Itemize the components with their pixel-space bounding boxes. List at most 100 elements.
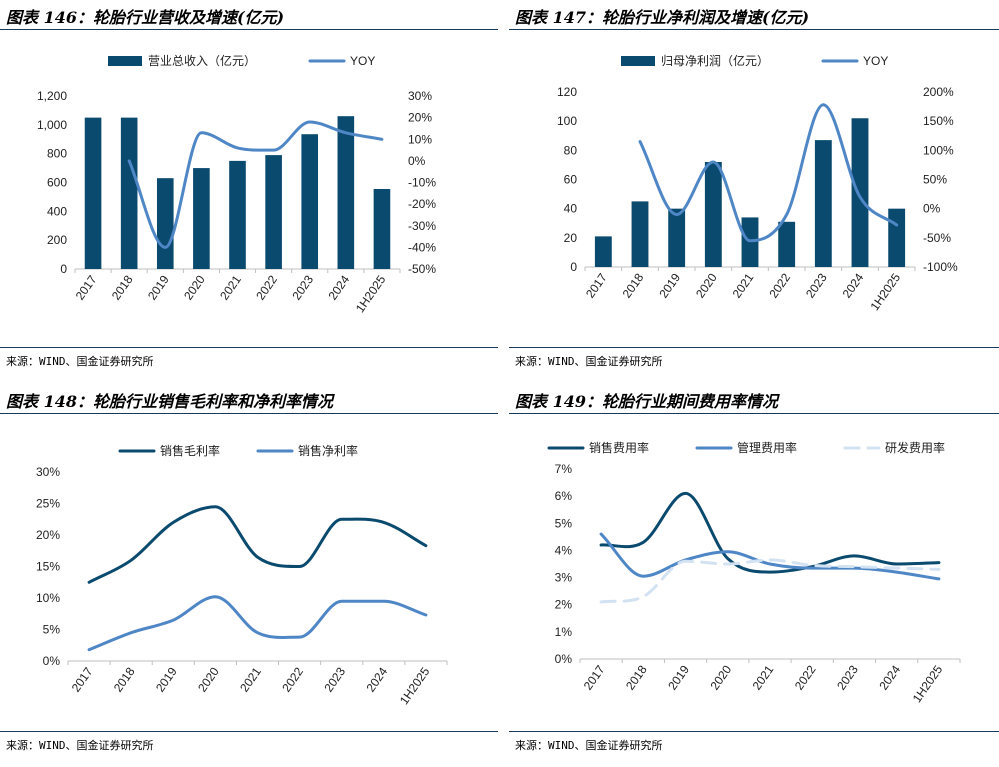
y-tick-label: 40 bbox=[564, 202, 578, 216]
expense-ratio-chart: 销售费用率 管理费用率 研发费用率 0% 1% 2% 3% 4% 5% 6% 7% 2017 2018 2… bbox=[547, 440, 961, 705]
y-tick-label: 6% bbox=[555, 489, 573, 503]
series-line bbox=[638, 103, 899, 243]
series-line bbox=[599, 532, 941, 581]
y2-tick-label: 150% bbox=[923, 114, 954, 128]
chart-title: 图表 146：轮胎行业营收及增速(亿元) bbox=[6, 8, 285, 27]
legend-label: 销售毛利率 bbox=[160, 443, 220, 458]
legend-label: 营业总收入（亿元） bbox=[148, 53, 256, 68]
title-rule bbox=[0, 413, 498, 414]
y-tick-label: 60 bbox=[564, 173, 578, 187]
y2-tick-label: 200% bbox=[923, 85, 954, 99]
y-tick-label: 100 bbox=[557, 114, 577, 128]
source-note: 来源：WIND、国金证券研究所 bbox=[6, 739, 154, 752]
source-rule bbox=[0, 347, 498, 348]
chart-title: 图表 149：轮胎行业期间费用率情况 bbox=[515, 392, 778, 411]
chart-panel-149: 图表 149：轮胎行业期间费用率情况 销售费用率 管理费用率 研发费用率 0% 1% 2%… bbox=[509, 384, 999, 767]
net-profit-chart: 归母净利润（亿元） YOY 0 20 40 60 80 100 120 -100% -50% 0% 50… bbox=[557, 53, 958, 313]
bar bbox=[265, 155, 282, 269]
x-tick-label: 2019 bbox=[145, 272, 172, 302]
bar bbox=[704, 162, 722, 267]
bar bbox=[193, 168, 210, 269]
series-line bbox=[599, 491, 941, 574]
x-tick-label: 2022 bbox=[279, 664, 306, 694]
series-line bbox=[599, 558, 941, 604]
bar bbox=[120, 117, 138, 269]
legend-label: 销售费用率 bbox=[589, 440, 649, 455]
y-tick-label: 10% bbox=[36, 591, 60, 605]
x-tick-label: 1H2025 bbox=[910, 662, 946, 705]
chart-title: 图表 147：轮胎行业净利润及增速(亿元) bbox=[515, 8, 810, 27]
y-tick-label: 0 bbox=[570, 260, 577, 274]
y-tick-label: 0% bbox=[555, 652, 573, 666]
bar bbox=[631, 201, 649, 267]
bar bbox=[814, 140, 832, 267]
bar bbox=[301, 134, 319, 269]
x-tick-label: 2023 bbox=[321, 664, 348, 694]
y-tick-label: 3% bbox=[555, 571, 573, 585]
source-rule bbox=[509, 731, 999, 732]
chart-panel-148: 图表 148：轮胎行业销售毛利率和净利率情况 销售毛利率 销售净利率 0% 5% 10%… bbox=[0, 384, 498, 767]
y2-tick-label: -30% bbox=[408, 219, 436, 233]
x-tick-label: 2017 bbox=[581, 662, 608, 692]
bar bbox=[594, 236, 612, 267]
y2-tick-label: -100% bbox=[923, 260, 958, 274]
legend-swatch-bar bbox=[621, 56, 655, 66]
y-tick-label: 30% bbox=[36, 465, 60, 479]
source-rule bbox=[0, 731, 498, 732]
y-tick-label: 20% bbox=[36, 528, 60, 542]
source-note: 来源：WIND、国金证券研究所 bbox=[6, 355, 154, 368]
x-tick-label: 2024 bbox=[364, 664, 391, 694]
y2-tick-label: 10% bbox=[408, 132, 432, 146]
legend-label: 管理费用率 bbox=[737, 440, 797, 455]
x-tick-label: 2022 bbox=[766, 270, 793, 300]
y2-tick-label: -10% bbox=[408, 176, 436, 190]
title-rule bbox=[0, 29, 498, 30]
x-tick-label: 2017 bbox=[69, 664, 96, 694]
x-tick-label: 2022 bbox=[253, 272, 280, 302]
x-tick-label: 2021 bbox=[237, 664, 264, 694]
bar bbox=[851, 118, 869, 267]
bar bbox=[888, 208, 906, 267]
x-tick-label: 1H2025 bbox=[868, 270, 904, 313]
series-line bbox=[127, 120, 384, 249]
legend-label: 归母净利润（亿元） bbox=[661, 53, 769, 68]
title-rule bbox=[509, 29, 999, 30]
y2-tick-label: 30% bbox=[408, 89, 432, 103]
title-rule bbox=[509, 413, 999, 414]
bar bbox=[778, 221, 796, 267]
y-tick-label: 25% bbox=[36, 497, 60, 511]
y2-tick-label: -20% bbox=[408, 197, 436, 211]
source-note: 来源：WIND、国金证券研究所 bbox=[515, 355, 663, 368]
y2-tick-label: -50% bbox=[923, 231, 951, 245]
y-tick-label: 5% bbox=[555, 516, 573, 530]
y-tick-label: 200 bbox=[47, 233, 67, 247]
x-tick-label: 2023 bbox=[289, 272, 316, 302]
x-tick-label: 2017 bbox=[583, 270, 610, 300]
x-tick-label: 2018 bbox=[623, 662, 650, 692]
y-tick-label: 15% bbox=[36, 560, 60, 574]
x-tick-label: 2020 bbox=[693, 270, 720, 300]
y-tick-label: 20 bbox=[564, 231, 578, 245]
y-tick-label: 120 bbox=[557, 85, 577, 99]
x-tick-label: 2022 bbox=[792, 662, 819, 692]
x-tick-label: 2018 bbox=[111, 664, 138, 694]
chart-panel-146: 图表 146：轮胎行业营收及增速(亿元) 营业总收入（亿元） YOY 0 200 400… bbox=[0, 0, 498, 383]
legend-swatch-bar bbox=[108, 56, 142, 66]
legend-label: YOY bbox=[863, 54, 888, 68]
y2-tick-label: 0% bbox=[408, 154, 426, 168]
series-line bbox=[87, 595, 428, 652]
bar bbox=[156, 178, 174, 269]
y-tick-label: 0% bbox=[43, 654, 61, 668]
x-tick-label: 2024 bbox=[840, 270, 867, 300]
bar bbox=[337, 116, 355, 269]
y2-tick-label: 50% bbox=[923, 173, 947, 187]
x-tick-label: 2023 bbox=[834, 662, 861, 692]
source-rule bbox=[509, 347, 999, 348]
y2-tick-label: 20% bbox=[408, 111, 432, 125]
x-tick-label: 2020 bbox=[707, 662, 734, 692]
x-tick-label: 2020 bbox=[181, 272, 208, 302]
x-tick-label: 2020 bbox=[195, 664, 222, 694]
x-tick-label: 2021 bbox=[750, 662, 777, 692]
x-tick-label: 1H2025 bbox=[397, 664, 433, 707]
x-tick-label: 2018 bbox=[620, 270, 647, 300]
